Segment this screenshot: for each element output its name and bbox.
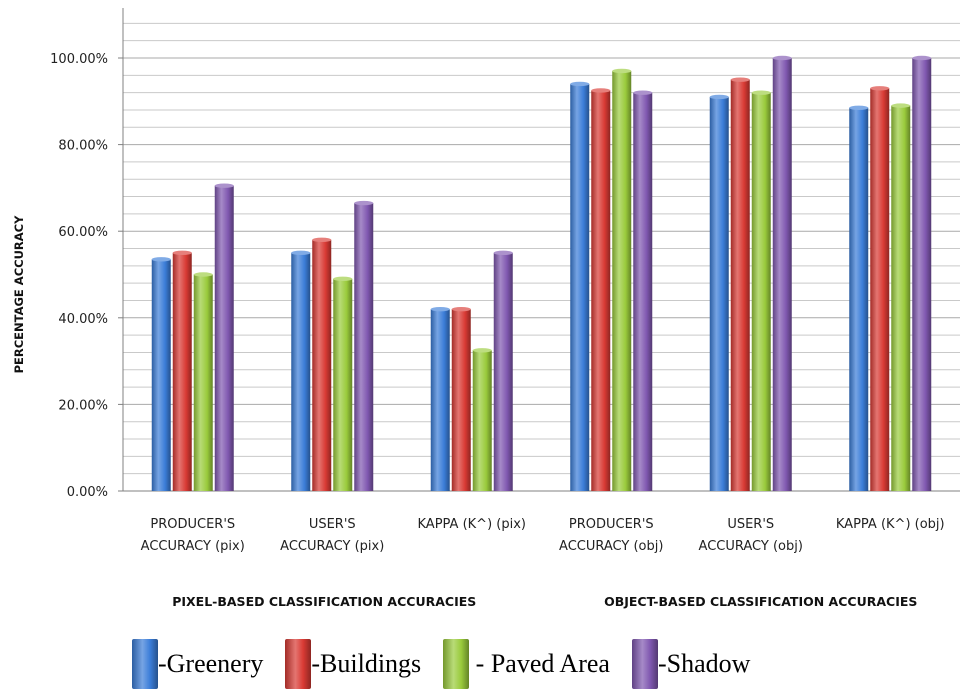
bar-1-4 bbox=[730, 79, 750, 492]
y-tick-label: 80.00% bbox=[58, 139, 108, 154]
x-tick-label: PRODUCER'S ACCURACY (pix) bbox=[141, 517, 245, 554]
y-tick-label: 60.00% bbox=[58, 225, 108, 240]
y-tick-label: 100.00% bbox=[50, 52, 108, 67]
bar-cap bbox=[891, 103, 911, 108]
legend-item: -Greenery bbox=[132, 639, 263, 689]
legend-swatch bbox=[132, 639, 158, 689]
x-tick-label: USER'S ACCURACY (pix) bbox=[280, 517, 384, 554]
bar-3-1 bbox=[354, 203, 374, 491]
legend-label: -Shadow bbox=[657, 649, 751, 678]
bar-cap bbox=[772, 55, 792, 61]
bar-cap bbox=[870, 86, 890, 91]
legend-swatch bbox=[631, 639, 658, 689]
bar-2-5 bbox=[891, 105, 911, 491]
bar-cap bbox=[291, 250, 311, 256]
legend-item: -Shadow bbox=[631, 639, 751, 689]
bar-3-3 bbox=[633, 92, 653, 491]
x-tick-label: PRODUCER'S ACCURACY (obj) bbox=[559, 517, 663, 554]
bar-cap bbox=[193, 272, 213, 277]
bar-2-2 bbox=[472, 350, 492, 491]
legend-item: -Buildings bbox=[285, 639, 421, 689]
bar-cap bbox=[214, 183, 234, 188]
x-tick-label: USER'S ACCURACY (obj) bbox=[699, 517, 803, 554]
y-axis-label: PERCENTAGE ACCURACY bbox=[12, 215, 26, 374]
bar-1-0 bbox=[172, 252, 192, 491]
bar-cap bbox=[312, 237, 332, 243]
legend-swatch bbox=[443, 639, 470, 689]
bar-cap bbox=[849, 105, 869, 110]
bar-cap bbox=[333, 276, 353, 282]
bar-cap bbox=[751, 90, 771, 95]
bar-cap bbox=[354, 200, 374, 206]
legend-label: -Buildings bbox=[311, 649, 422, 678]
bar-cap bbox=[430, 306, 450, 312]
bar-cap bbox=[493, 250, 513, 256]
bar-cap bbox=[730, 77, 750, 82]
y-tick-label: 0.00% bbox=[67, 485, 108, 500]
bar-3-5 bbox=[912, 58, 932, 491]
bar-cap bbox=[472, 348, 492, 353]
bars bbox=[151, 55, 932, 492]
bar-chart: 0.00% 20.00% 40.00% 60.00% 80.00% 100.00% PRO… bbox=[12, 8, 960, 609]
bar-0-5 bbox=[849, 107, 869, 492]
legend-label: -Greenery bbox=[158, 649, 264, 678]
bar-cap bbox=[612, 68, 632, 74]
bar-0-0 bbox=[151, 259, 171, 491]
bar-0-2 bbox=[430, 309, 450, 491]
bar-1-2 bbox=[451, 309, 471, 491]
bar-cap bbox=[451, 306, 471, 312]
bar-2-3 bbox=[612, 70, 632, 492]
bar-1-1 bbox=[312, 239, 332, 491]
legend-label: - Paved Area bbox=[469, 649, 610, 678]
bar-cap bbox=[570, 81, 590, 87]
y-tick-labels: 0.00% 20.00% 40.00% 60.00% 80.00% 100.00% bbox=[50, 52, 108, 500]
bar-1-5 bbox=[870, 88, 890, 491]
group-label: PIXEL-BASED CLASSIFICATION ACCURACIES bbox=[172, 594, 476, 609]
y-tick-label: 20.00% bbox=[58, 398, 108, 413]
bar-cap bbox=[172, 250, 192, 256]
bar-3-0 bbox=[214, 185, 234, 492]
bar-cap bbox=[151, 257, 171, 262]
bar-cap bbox=[633, 90, 653, 95]
y-tick-label: 40.00% bbox=[58, 312, 108, 327]
axes bbox=[118, 8, 960, 492]
bar-1-3 bbox=[591, 90, 611, 491]
bar-3-4 bbox=[772, 58, 792, 491]
category-labels: PRODUCER'S ACCURACY (pix) USER'S ACCURACY (… bbox=[141, 517, 945, 554]
legend-swatch bbox=[285, 639, 312, 689]
legend: -Greenery -Buildings - Paved Area -Shadow bbox=[132, 636, 772, 692]
bar-2-4 bbox=[751, 92, 771, 491]
bar-cap bbox=[709, 94, 729, 100]
bar-cap bbox=[912, 55, 932, 61]
group-label: OBJECT-BASED CLASSIFICATION ACCURACIES bbox=[604, 594, 917, 609]
bar-2-0 bbox=[193, 274, 213, 491]
bar-2-1 bbox=[333, 278, 353, 491]
legend-item: - Paved Area bbox=[443, 639, 610, 689]
bar-3-2 bbox=[493, 252, 513, 491]
group-labels: PIXEL-BASED CLASSIFICATION ACCURACIES OBJ… bbox=[172, 594, 917, 609]
bar-0-3 bbox=[570, 83, 590, 491]
gridlines bbox=[123, 22, 960, 492]
bar-0-4 bbox=[709, 96, 729, 491]
bar-cap bbox=[591, 88, 611, 93]
bar-0-1 bbox=[291, 252, 311, 491]
x-tick-label: KAPPA (K^) (pix) bbox=[418, 517, 526, 532]
x-tick-label: KAPPA (K^) (obj) bbox=[836, 517, 945, 532]
